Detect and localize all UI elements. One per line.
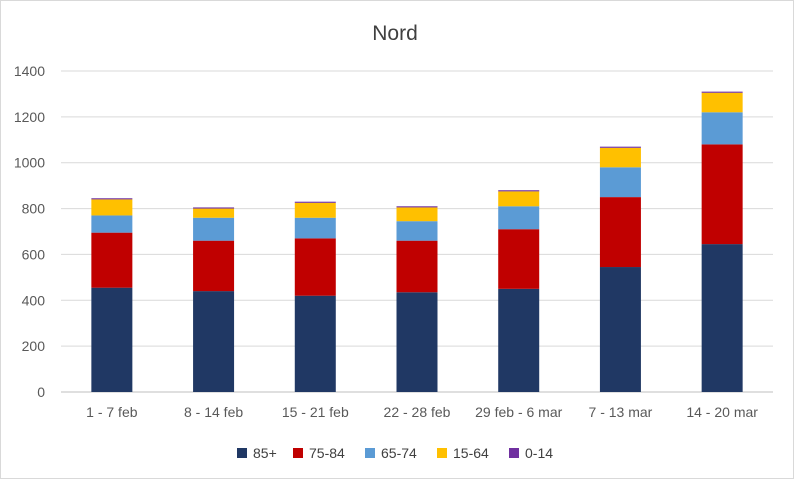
legend-item: 75-84 [293,445,345,461]
bar-segment [294,201,336,203]
bar-segment [498,288,540,392]
x-tick-label: 15 - 21 feb [282,404,349,420]
x-axis-ticks: 1 - 7 feb 8 - 14 feb 15 - 21 feb 22 - 28 fe… [86,404,758,420]
y-tick-label: 1000 [14,155,45,171]
x-tick-label: 8 - 14 feb [184,404,243,420]
bar-segment [498,206,540,230]
bars [91,91,743,392]
legend-swatch [365,448,375,458]
y-tick-label: 0 [37,384,45,400]
legend-label: 0-14 [525,445,553,461]
bar-segment [396,221,438,241]
bar-segment [701,92,743,113]
bar-segment [91,199,133,216]
x-tick-label: 29 feb - 6 mar [475,404,562,420]
bar-segment [91,215,133,233]
legend-item: 0-14 [509,445,553,461]
y-tick-label: 1200 [14,109,45,125]
legend-label: 65-74 [381,445,417,461]
x-tick-label: 7 - 13 mar [589,404,653,420]
legend-swatch [237,448,247,458]
y-tick-label: 1400 [14,63,45,79]
legend-label: 15-64 [453,445,489,461]
bar-segment [294,295,336,392]
x-tick-label: 22 - 28 feb [384,404,451,420]
bar-segment [396,207,438,222]
bar-segment [498,229,540,289]
bar-segment [193,240,235,292]
bar-segment [396,240,438,293]
chart-title: Nord [372,22,418,45]
y-tick-label: 800 [22,201,46,217]
bar-segment [193,208,235,218]
legend-swatch [437,448,447,458]
bar-segment [91,198,133,200]
bar-segment [701,244,743,392]
bar-segment [599,267,641,392]
bar-segment [599,197,641,268]
legend-swatch [293,448,303,458]
bar-segment [599,146,641,148]
legend: 85+ 75-84 65-74 15-64 0-14 [237,445,553,461]
bar-segment [193,207,235,209]
bar-segment [701,112,743,145]
bar-segment [294,217,336,239]
y-tick-label: 600 [22,246,46,262]
bar-segment [193,291,235,392]
bar-segment [599,167,641,198]
legend-label: 85+ [253,445,277,461]
bar-segment [91,287,133,392]
y-tick-label: 200 [22,338,46,354]
bar-segment [396,292,438,392]
bar-segment [294,238,336,296]
bar-segment [599,147,641,168]
bar-segment [193,217,235,241]
legend-item: 15-64 [437,445,489,461]
bar-segment [396,206,438,208]
bar-segment [701,91,743,93]
legend-item: 65-74 [365,445,417,461]
bar-segment [701,144,743,245]
bar-segment [498,191,540,207]
legend-label: 75-84 [309,445,345,461]
legend-swatch [509,448,519,458]
y-axis-ticks: 0 200 400 600 800 1000 1200 1400 [14,63,45,400]
x-tick-label: 14 - 20 mar [686,404,758,420]
y-tick-label: 400 [22,292,46,308]
bar-segment [91,232,133,288]
x-tick-label: 1 - 7 feb [86,404,138,420]
bar-segment [498,190,540,192]
bar-segment [294,202,336,218]
legend-item: 85+ [237,445,277,461]
